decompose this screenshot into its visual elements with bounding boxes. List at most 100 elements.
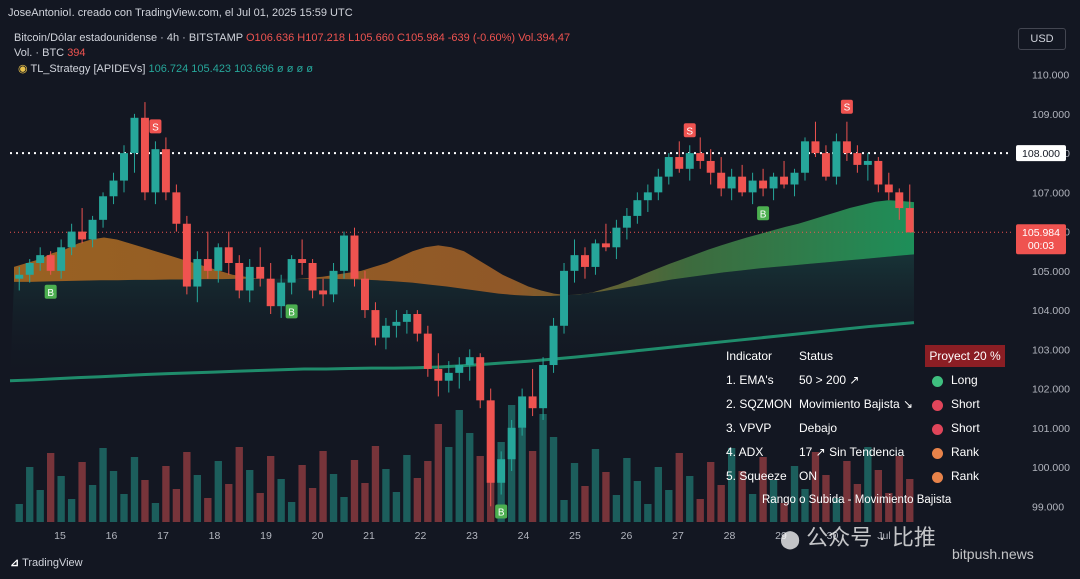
candle-body	[560, 270, 569, 326]
candle-body	[801, 141, 809, 173]
row-indicator: 4. ADX	[726, 445, 764, 459]
candle-body	[790, 172, 799, 185]
volume-bar	[434, 424, 442, 522]
candle-body	[884, 184, 893, 193]
volume-bar	[811, 452, 820, 522]
candle-body	[46, 255, 55, 271]
candle-body	[895, 192, 904, 209]
candle-body	[821, 153, 830, 177]
volume-bar	[151, 503, 160, 522]
volume-bar	[204, 498, 212, 522]
symbol-name: Bitcoin/Dólar estadounidense · 4h · BITS…	[14, 32, 243, 44]
volume-bar	[549, 437, 558, 522]
candle-body	[182, 223, 191, 287]
candle-body	[350, 235, 359, 279]
volume-bar	[853, 484, 862, 522]
y-tick-label: 100.000	[1032, 462, 1070, 474]
candle-body	[696, 153, 705, 161]
candle-body	[413, 314, 422, 334]
volume-bar	[476, 456, 484, 522]
candle-body	[633, 200, 642, 216]
candle-body	[381, 325, 390, 338]
volume-bar	[267, 456, 275, 522]
header-projection: Proyect 20 %	[925, 345, 1005, 367]
y-tick-label: 99.000	[1032, 501, 1064, 513]
candle-body	[287, 259, 296, 283]
x-tick-label: 15	[54, 530, 66, 542]
volume-bar	[235, 447, 243, 522]
candle-body	[319, 290, 328, 295]
tradingview-brand[interactable]: ⊿ TradingView	[10, 556, 83, 569]
volume-bar	[130, 457, 139, 522]
volume-bar	[99, 448, 107, 522]
volume-bar	[686, 476, 694, 522]
candle-body	[340, 235, 348, 271]
volume-bar	[287, 502, 296, 522]
wechat-icon: ⬤	[780, 529, 801, 549]
volume-bar	[47, 453, 55, 522]
volume-bar	[67, 499, 76, 522]
volume-bar	[801, 489, 809, 522]
volume-bar	[906, 479, 914, 522]
table-row: 4. ADX 17 ↗ Sin Tendencia Rank	[720, 445, 1010, 467]
candle-body	[842, 141, 851, 154]
volume-bar	[225, 484, 233, 522]
y-tick-label: 107.000	[1032, 187, 1070, 199]
strategy-icon: ◉	[18, 63, 28, 75]
row-signal: Rank	[951, 445, 980, 459]
volume-line: Vol. · BTC 394	[14, 47, 86, 59]
volume-bar	[885, 493, 893, 522]
sell-signal	[683, 123, 696, 138]
current-price-label: 105.984	[1022, 227, 1060, 239]
signal-dot-icon	[932, 472, 943, 483]
volume-bar	[790, 466, 799, 522]
candle-body	[120, 153, 128, 181]
volume-label: Vol. · BTC	[14, 47, 65, 59]
candle-body	[539, 365, 548, 409]
currency-button[interactable]: USD	[1018, 28, 1066, 50]
volume-bar	[382, 469, 390, 522]
volume-bar	[319, 451, 327, 522]
table-header: Indicator Status Proyect 20 %	[720, 345, 1010, 371]
watermark-text: 公众号 · 比推	[806, 525, 936, 550]
volume-value: 394	[67, 47, 86, 59]
x-tick-label: 27	[672, 530, 684, 542]
x-tick-label: 16	[106, 530, 118, 542]
y-tick-label: 105.000	[1032, 266, 1070, 278]
volume-bar	[675, 453, 683, 522]
level-price-label: 108.000	[1022, 148, 1060, 160]
row-status: ON	[799, 469, 817, 483]
volume-bar	[633, 481, 642, 522]
candle-body	[203, 259, 212, 271]
candle-body	[140, 117, 149, 193]
volume-bar	[570, 463, 579, 522]
candle-body	[402, 314, 411, 322]
volume-bar	[612, 495, 621, 522]
x-tick-label: 18	[209, 530, 221, 542]
candle-body	[130, 117, 139, 154]
candle-body	[161, 149, 170, 193]
candle-body	[664, 157, 673, 177]
x-tick-label: 22	[415, 530, 427, 542]
candle-body	[643, 192, 652, 201]
volume-bar	[539, 414, 547, 522]
signal-label: S	[152, 122, 159, 133]
wechat-watermark: ⬤ 公众号 · 比推	[780, 520, 936, 552]
site-watermark: bitpush.news	[952, 546, 1034, 562]
strategy-label: TL_Strategy [APIDEVs]	[30, 63, 146, 75]
volume-bar	[172, 489, 181, 522]
strategy-line[interactable]: ◉ TL_Strategy [APIDEVs] 106.724 105.423 …	[18, 62, 313, 75]
volume-bar	[350, 460, 359, 522]
sell-signal	[149, 119, 162, 134]
tradingview-logo-icon: ⊿	[10, 557, 20, 569]
volume-bar	[822, 475, 830, 522]
buy-signal	[757, 206, 770, 221]
candle-body	[748, 180, 757, 193]
row-signal: Short	[951, 397, 980, 411]
volume-bar	[26, 467, 34, 522]
candle-body	[360, 278, 369, 311]
signal-label: B	[498, 508, 505, 519]
candle-body	[109, 180, 118, 197]
row-signal: Rank	[951, 469, 980, 483]
